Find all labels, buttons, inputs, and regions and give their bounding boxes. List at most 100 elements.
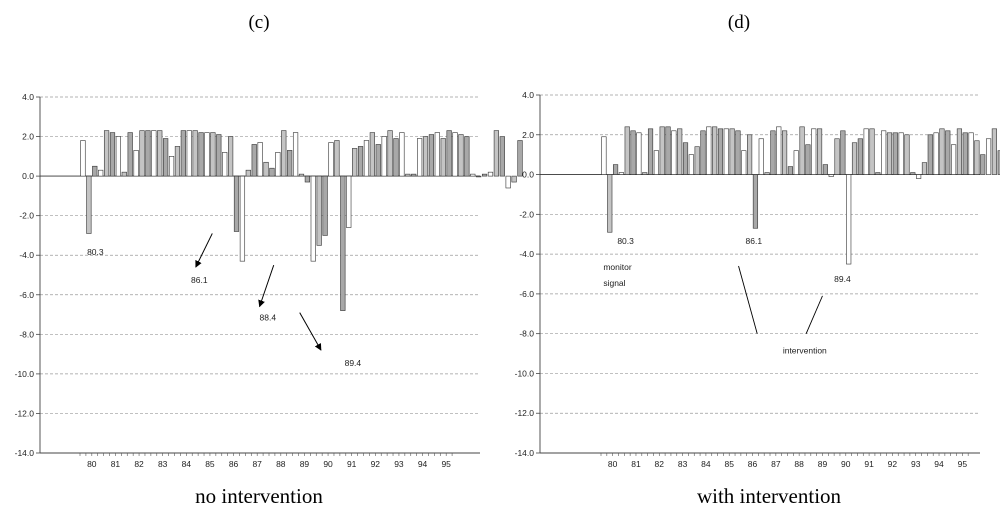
x-tick-label-c-7: 87: [252, 459, 262, 469]
y-tick-label-c-4: -4.0: [19, 250, 34, 260]
bar-c-49: [369, 132, 375, 177]
x-tick-label-c-11: 91: [347, 459, 357, 469]
bar-d-61: [956, 128, 963, 175]
x-tick-label-c-9: 89: [300, 459, 310, 469]
x-tick-label-c-14: 94: [418, 459, 428, 469]
bar-c-25: [228, 136, 234, 177]
bar-d-28: [764, 172, 770, 175]
x-tick-label-c-1: 81: [111, 459, 121, 469]
y-tick-label-d-6: -8.0: [519, 329, 534, 339]
bar-d-2: [612, 164, 619, 175]
bar-c-54: [399, 132, 405, 177]
bar-c-6: [115, 136, 121, 177]
y-tick-label-d-1: 2.0: [522, 130, 534, 140]
bar-c-60: [434, 132, 440, 177]
x-tick-label-d-8: 88: [794, 459, 804, 469]
bar-c-45: [346, 175, 352, 228]
bar-d-49: [886, 132, 893, 175]
bar-d-33: [793, 150, 799, 175]
bar-d-19: [712, 126, 718, 175]
bar-c-62: [446, 130, 452, 177]
bar-d-48: [881, 130, 887, 175]
bar-d-18: [706, 126, 712, 175]
bar-c-30: [257, 142, 263, 177]
bar-d-58: [939, 128, 945, 175]
bar-c-33: [275, 152, 281, 177]
pointer-line-d-1: [805, 295, 823, 334]
y-tick-label-c-5: -6.0: [19, 290, 34, 300]
bar-c-59: [428, 134, 435, 177]
bar-d-53: [910, 172, 916, 175]
bar-c-61: [440, 138, 446, 177]
y-tick-label-c-9: -14.0: [15, 448, 35, 458]
bar-c-1: [86, 175, 92, 234]
bar-c-53: [393, 138, 399, 177]
bar-c-12: [151, 130, 157, 177]
bar-d-39: [828, 174, 834, 177]
x-tick-label-d-3: 83: [678, 459, 688, 469]
bar-d-31: [782, 130, 788, 175]
annotation-arrow-c-2: [258, 264, 275, 308]
bar-d-17: [700, 130, 706, 175]
annotation-label-c-2: 88.4: [260, 312, 277, 322]
bar-c-68: [481, 173, 488, 177]
bar-d-50: [892, 132, 898, 175]
bar-d-6: [636, 132, 642, 175]
bar-d-29: [770, 130, 776, 175]
x-tick-label-c-12: 92: [371, 459, 381, 469]
bar-c-5: [109, 132, 116, 177]
annotation-label-d-1: 86.1: [746, 236, 763, 246]
bar-d-34: [799, 126, 805, 175]
bar-d-13: [677, 128, 683, 175]
bar-c-26: [233, 175, 240, 232]
bar-c-18: [186, 130, 192, 177]
y-tick-label-d-2: 0.0: [522, 170, 534, 180]
x-tick-label-c-8: 88: [276, 459, 286, 469]
bar-d-52: [904, 134, 910, 175]
bar-c-73: [511, 175, 517, 183]
bar-d-1: [607, 174, 613, 233]
bar-c-43: [334, 140, 340, 177]
bar-d-14: [682, 142, 689, 175]
x-tick-label-d-12: 92: [888, 459, 898, 469]
bar-c-46: [352, 148, 358, 177]
bar-c-19: [192, 130, 198, 177]
bar-c-4: [103, 130, 110, 177]
bar-c-2: [92, 165, 98, 177]
bar-c-37: [298, 173, 305, 177]
annotation-label-c-0: 80.3: [87, 247, 104, 257]
bar-c-48: [363, 140, 370, 177]
bar-d-47: [875, 172, 881, 175]
y-tick-label-c-1: 2.0: [22, 132, 34, 142]
bar-c-23: [216, 134, 222, 177]
bar-c-51: [381, 136, 387, 177]
x-tick-label-d-15: 95: [958, 459, 968, 469]
bar-c-15: [168, 156, 175, 177]
x-tick-label-d-2: 82: [655, 459, 665, 469]
x-tick-label-d-5: 85: [724, 459, 734, 469]
panel-c-letter: (c): [248, 12, 270, 33]
y-tick-label-d-5: -6.0: [519, 289, 534, 299]
bar-c-34: [281, 130, 287, 177]
caption-with-intervention: with intervention: [696, 484, 842, 508]
bar-d-60: [951, 144, 957, 175]
bar-d-15: [688, 154, 694, 175]
bar-d-56: [927, 134, 933, 175]
bar-c-35: [287, 150, 293, 177]
bar-d-21: [723, 128, 729, 175]
bar-d-64: [974, 140, 980, 175]
bar-c-22: [210, 132, 216, 177]
annotation-label-d-3: signal: [603, 278, 625, 288]
bar-d-10: [659, 126, 665, 175]
bar-c-40: [316, 175, 322, 246]
bar-d-12: [671, 130, 677, 175]
annotation-label-c-3: 89.4: [345, 358, 362, 368]
x-tick-label-d-0: 80: [608, 459, 618, 469]
bar-c-9: [133, 150, 139, 177]
bar-c-29: [251, 144, 257, 177]
bar-d-62: [962, 132, 968, 175]
bar-c-8: [127, 132, 133, 177]
bar-d-68: [997, 150, 1000, 175]
annotation-label-c-1: 86.1: [191, 275, 208, 285]
